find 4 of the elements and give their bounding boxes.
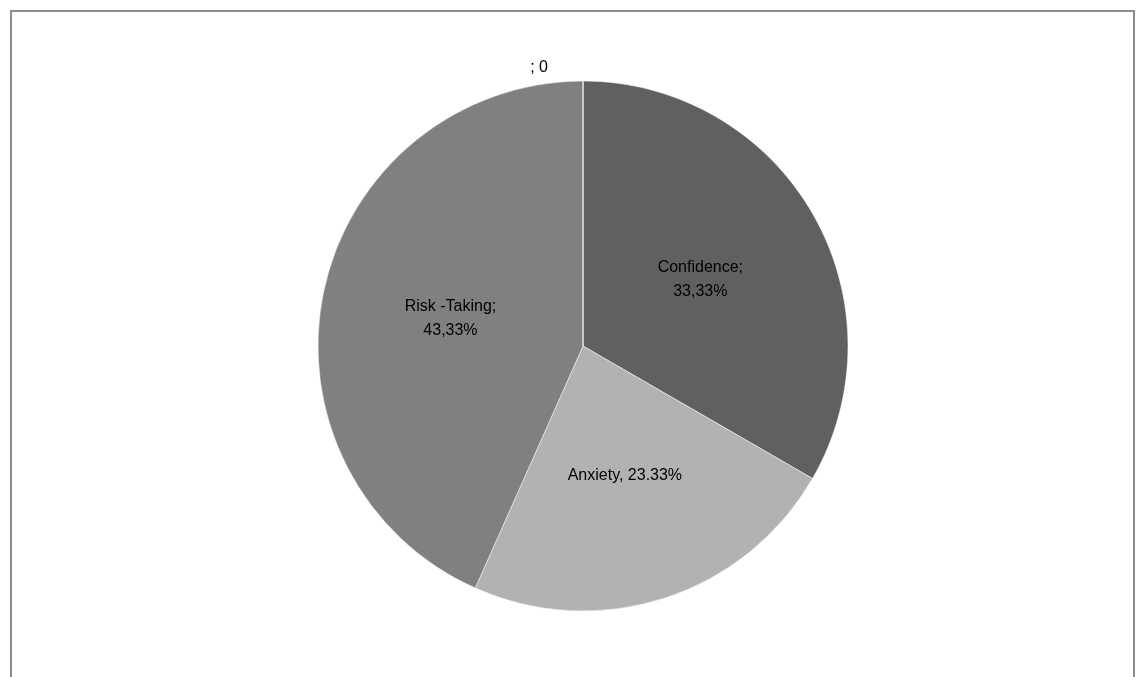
slice-label: Risk -Taking; 43,33% [404, 297, 497, 339]
text: ; 0 [530, 57, 548, 75]
slice-label: Anxiety, 23.33% [567, 466, 683, 484]
slice-label: Confidence; 33,33% [657, 257, 744, 299]
